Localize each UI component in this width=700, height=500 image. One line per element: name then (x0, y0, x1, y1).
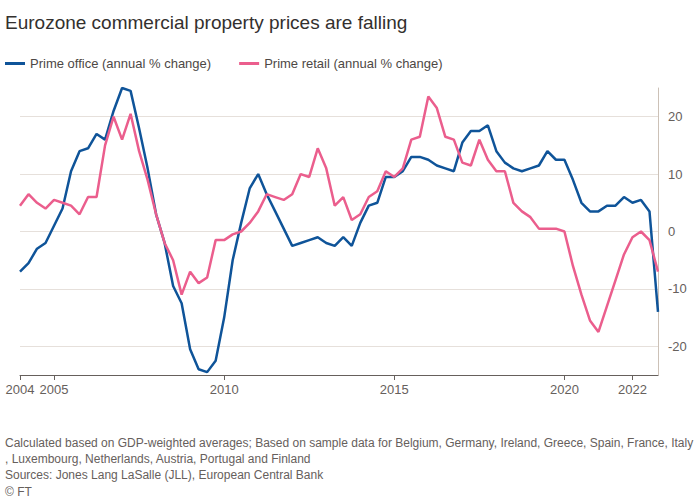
svg-text:0: 0 (668, 224, 675, 239)
svg-text:© FT: © FT (5, 485, 33, 499)
svg-text:2020: 2020 (550, 382, 579, 397)
svg-text:-20: -20 (668, 339, 687, 354)
svg-text:2004: 2004 (6, 382, 35, 397)
svg-text:2005: 2005 (40, 382, 69, 397)
svg-text:Sources: Jones Lang LaSalle (J: Sources: Jones Lang LaSalle (JLL), Europ… (5, 468, 324, 482)
svg-text:Prime retail (annual % change): Prime retail (annual % change) (264, 56, 442, 71)
svg-text:Eurozone commercial property p: Eurozone commercial property prices are … (5, 12, 407, 33)
svg-text:Prime office (annual % change): Prime office (annual % change) (30, 56, 211, 71)
svg-text:10: 10 (668, 167, 682, 182)
svg-text:Calculated based on GDP-weight: Calculated based on GDP-weighted average… (5, 436, 693, 450)
svg-text:-10: -10 (668, 281, 687, 296)
svg-text:, Luxembourg, Netherlands, Aus: , Luxembourg, Netherlands, Austria, Port… (5, 452, 311, 466)
svg-text:2010: 2010 (210, 382, 239, 397)
svg-text:2022: 2022 (618, 382, 647, 397)
svg-text:2015: 2015 (380, 382, 409, 397)
svg-text:20: 20 (668, 109, 682, 124)
